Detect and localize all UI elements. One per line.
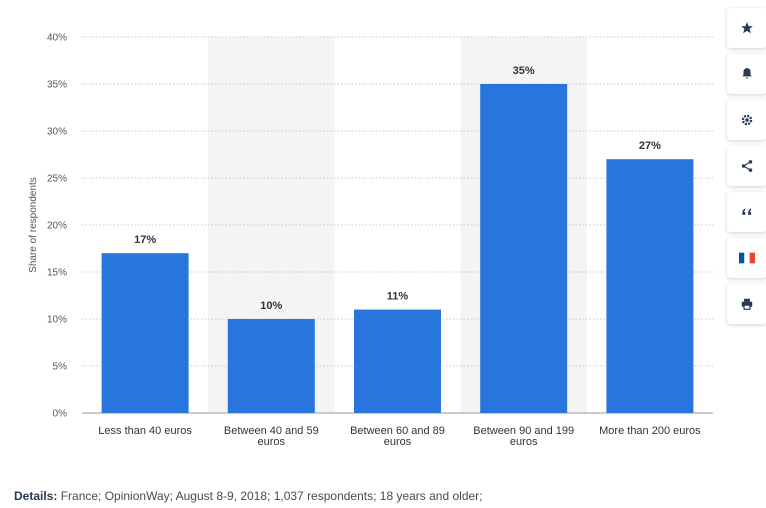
favorite-button[interactable] bbox=[727, 8, 766, 48]
language-button[interactable] bbox=[727, 238, 766, 278]
y-tick-label: 40% bbox=[47, 33, 67, 44]
details-footnote: Details: France; OpinionWay; August 8-9,… bbox=[14, 489, 483, 503]
data-label: 17% bbox=[134, 234, 156, 246]
bar bbox=[606, 159, 694, 413]
y-axis-label: Share of respondents bbox=[28, 177, 39, 273]
x-tick-label: Less than 40 euros bbox=[98, 425, 192, 437]
data-label: 27% bbox=[639, 140, 661, 152]
gear-icon bbox=[741, 114, 753, 126]
y-tick-label: 0% bbox=[53, 409, 68, 420]
details-label: Details: bbox=[14, 489, 58, 503]
flag-stripe-white bbox=[744, 252, 750, 264]
data-label: 35% bbox=[513, 65, 535, 77]
x-tick-label-line: euros bbox=[510, 436, 538, 448]
x-tick-label-line: euros bbox=[258, 436, 286, 448]
y-tick-label: 25% bbox=[47, 174, 67, 185]
x-tick-label-line: Between 90 and 199 bbox=[473, 425, 574, 437]
data-label: 11% bbox=[387, 291, 409, 303]
x-tick-label: Between 40 and 59 euros bbox=[224, 425, 319, 448]
x-tick-label: More than 200 euros bbox=[599, 425, 701, 437]
details-text: France; OpinionWay; August 8-9, 2018; 1,… bbox=[57, 489, 483, 503]
print-button[interactable] bbox=[727, 284, 766, 324]
star-icon bbox=[741, 22, 753, 34]
bar bbox=[480, 84, 568, 413]
y-tick-label: 20% bbox=[47, 221, 67, 232]
bar bbox=[101, 253, 189, 413]
share-button[interactable] bbox=[727, 146, 766, 186]
y-tick-label: 5% bbox=[53, 362, 68, 373]
y-tick-label: 30% bbox=[47, 127, 67, 138]
cite-button[interactable] bbox=[727, 192, 766, 232]
bell-icon bbox=[742, 68, 752, 79]
bar bbox=[227, 319, 315, 413]
flag-stripe-blue bbox=[739, 252, 745, 264]
x-tick-label-line: More than 200 euros bbox=[599, 425, 701, 437]
quote-icon bbox=[742, 208, 752, 215]
x-tick-label-line: Between 60 and 89 bbox=[350, 425, 445, 437]
x-tick-label-line: Between 40 and 59 bbox=[224, 425, 319, 437]
share-icon bbox=[741, 160, 753, 172]
y-tick-label: 15% bbox=[47, 268, 67, 279]
y-tick-label: 35% bbox=[47, 80, 67, 91]
y-tick-label: 10% bbox=[47, 315, 67, 326]
france-flag-icon bbox=[739, 252, 755, 264]
data-label: 10% bbox=[260, 300, 282, 312]
x-tick-label: Between 90 and 199 euros bbox=[473, 425, 574, 448]
bar-chart: 0% 5% 10% 15% 20% 25% 30% 35% 40% Share of respon… bbox=[28, 33, 713, 448]
x-tick-label-line: Less than 40 euros bbox=[98, 425, 192, 437]
notification-button[interactable] bbox=[727, 54, 766, 94]
x-tick-label: Between 60 and 89 euros bbox=[350, 425, 445, 448]
print-icon bbox=[741, 298, 753, 310]
flag-stripe-red bbox=[749, 252, 755, 264]
bar bbox=[354, 309, 441, 413]
settings-button[interactable] bbox=[727, 100, 766, 140]
x-tick-label-line: euros bbox=[384, 436, 412, 448]
